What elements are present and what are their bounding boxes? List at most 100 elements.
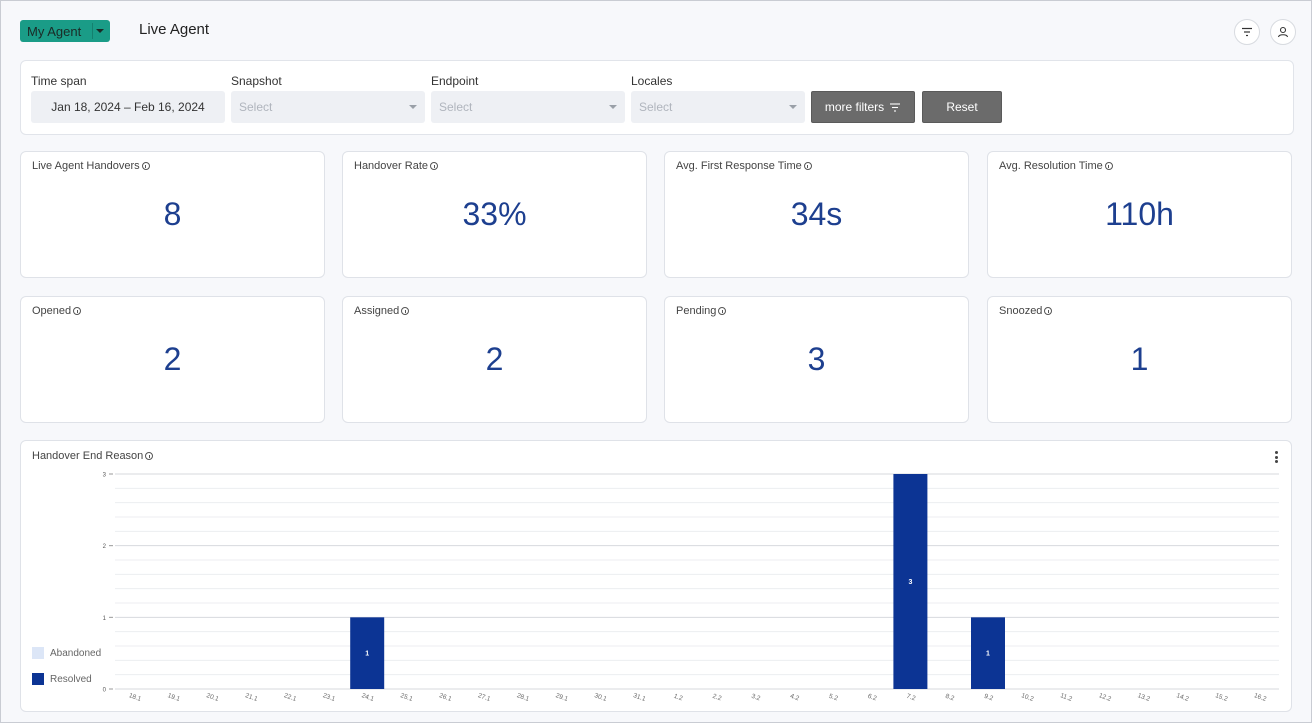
agent-select-label: My Agent	[27, 23, 82, 39]
endpoint-placeholder: Select	[439, 100, 473, 114]
more-filters-label: more filters	[824, 100, 885, 114]
info-icon[interactable]	[145, 452, 154, 460]
info-icon[interactable]	[718, 307, 727, 315]
kpi-card-opened: Opened 2	[20, 296, 325, 423]
x-tick-label: 27.1	[477, 692, 492, 703]
info-icon[interactable]	[1044, 307, 1053, 315]
legend-label: Resolved	[50, 673, 92, 685]
locales-select[interactable]: Select	[631, 91, 805, 123]
chevron-down-icon	[96, 29, 104, 33]
filter-icon	[890, 102, 901, 112]
filter-panel: Time span Jan 18, 2024 – Feb 16, 2024 Sn…	[20, 60, 1294, 135]
x-tick-label: 5.2	[828, 693, 839, 703]
bar-data-label: 1	[365, 651, 369, 658]
legend-swatch	[32, 673, 44, 685]
x-tick-label: 16.2	[1253, 692, 1268, 703]
x-tick-label: 21.1	[244, 692, 259, 703]
legend-item-resolved[interactable]: Resolved	[32, 673, 92, 685]
info-icon[interactable]	[73, 307, 82, 315]
info-icon[interactable]	[141, 162, 150, 170]
kpi-value: 1	[1130, 341, 1149, 377]
chevron-down-icon	[789, 105, 797, 109]
kpi-card-handover-rate: Handover Rate 33%	[342, 151, 647, 278]
x-tick-label: 20.1	[205, 692, 220, 703]
x-tick-label: 31.1	[632, 692, 647, 703]
x-tick-label: 8.2	[944, 693, 955, 703]
endpoint-label: Endpoint	[431, 74, 479, 88]
x-tick-label: 14.2	[1175, 692, 1190, 703]
x-tick-label: 15.2	[1214, 692, 1229, 703]
kpi-value: 2	[163, 341, 182, 377]
x-tick-label: 22.1	[283, 692, 298, 703]
kpi-value: 2	[485, 341, 504, 377]
info-icon[interactable]	[803, 162, 812, 170]
legend-item-abandoned[interactable]: Abandoned	[32, 647, 101, 659]
kpi-card-avg-resolution-time: Avg. Resolution Time 110h	[987, 151, 1292, 278]
x-tick-label: 4.2	[789, 693, 800, 703]
y-tick-label: 1	[103, 616, 107, 622]
legend-swatch	[32, 647, 44, 659]
agent-select-divider	[92, 23, 93, 39]
bar-data-label: 3	[908, 579, 912, 586]
x-tick-label: 26.1	[438, 692, 453, 703]
x-tick-label: 28.1	[516, 692, 531, 703]
endpoint-select[interactable]: Select	[431, 91, 625, 123]
legend-label: Abandoned	[50, 647, 102, 659]
kpi-card-live-agent-handovers: Live Agent Handovers 8	[20, 151, 325, 278]
kpi-card-snoozed: Snoozed 1	[987, 296, 1292, 423]
x-tick-label: 23.1	[322, 692, 337, 703]
more-options-icon[interactable]	[1275, 451, 1279, 465]
kpi-value: 33%	[462, 196, 527, 232]
kpi-label: Assigned	[354, 305, 400, 317]
snapshot-placeholder: Select	[239, 100, 273, 114]
filter-icon	[1242, 27, 1252, 37]
kpi-card-avg-first-response-time: Avg. First Response Time 34s	[664, 151, 969, 278]
x-tick-label: 29.1	[555, 692, 570, 703]
x-tick-label: 13.2	[1137, 692, 1152, 703]
info-icon[interactable]	[1104, 162, 1113, 170]
y-tick-label: 0	[103, 688, 107, 694]
kpi-value: 8	[163, 196, 182, 232]
agent-select[interactable]: My Agent	[20, 20, 110, 42]
x-tick-label: 1.2	[673, 693, 684, 703]
locales-label: Locales	[631, 74, 673, 88]
info-icon[interactable]	[401, 307, 410, 315]
x-tick-label: 11.2	[1059, 692, 1073, 703]
filter-button[interactable]	[1234, 19, 1260, 45]
page-title: Live Agent	[139, 21, 210, 38]
kpi-value: 110h	[1105, 196, 1174, 232]
reset-button[interactable]: Reset	[922, 91, 1002, 123]
x-tick-label: 18.1	[128, 692, 143, 703]
info-icon[interactable]	[430, 162, 438, 170]
kpi-card-assigned: Assigned 2	[342, 296, 647, 423]
snapshot-select[interactable]: Select	[231, 91, 425, 123]
x-tick-label: 6.2	[867, 693, 878, 703]
x-tick-label: 2.2	[711, 693, 722, 703]
reset-label: Reset	[946, 100, 978, 114]
kpi-label: Snoozed	[999, 305, 1043, 317]
x-tick-label: 30.1	[593, 692, 608, 703]
more-filters-button[interactable]: more filters	[811, 91, 915, 123]
x-tick-label: 9.2	[983, 693, 994, 703]
x-tick-label: 25.1	[399, 692, 414, 703]
time-span-picker[interactable]: Jan 18, 2024 – Feb 16, 2024	[31, 91, 225, 123]
handover-end-reason-chart-card: Handover End Reason Abandoned Resolved 0…	[20, 440, 1292, 712]
user-button[interactable]	[1270, 19, 1296, 45]
kpi-label: Live Agent Handovers	[32, 160, 140, 172]
bar-resolved	[350, 617, 385, 689]
x-tick-label: 12.2	[1098, 692, 1113, 703]
x-tick-label: 10.2	[1020, 692, 1035, 703]
kpi-card-pending: Pending 3	[664, 296, 969, 423]
chart-title: Handover End Reason	[32, 450, 144, 462]
x-tick-label: 3.2	[750, 693, 761, 703]
y-tick-label: 3	[103, 473, 107, 479]
kpi-label: Handover Rate	[354, 160, 428, 172]
locales-placeholder: Select	[639, 100, 673, 114]
x-tick-label: 24.1	[361, 692, 376, 703]
kpi-label: Opened	[32, 305, 72, 317]
bar-data-label: 1	[986, 651, 990, 658]
kpi-value: 3	[807, 341, 826, 377]
bar-resolved	[971, 617, 1005, 689]
kpi-value: 34s	[790, 196, 843, 232]
